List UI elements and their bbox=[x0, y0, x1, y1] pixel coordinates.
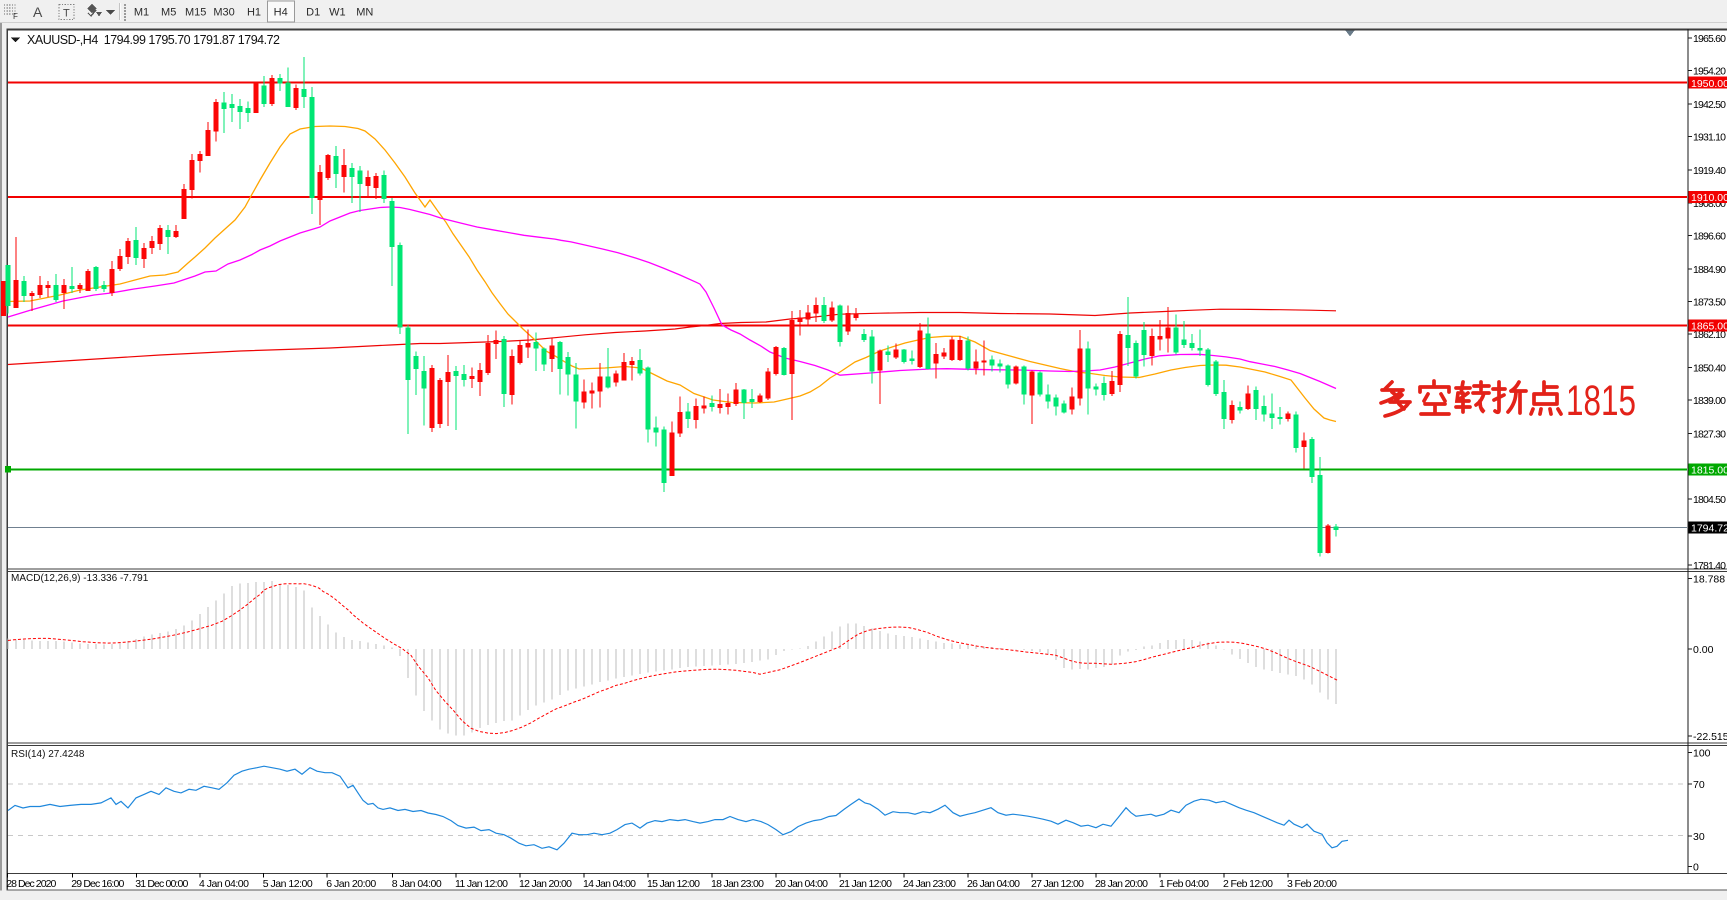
svg-text:4 Jan 04:00: 4 Jan 04:00 bbox=[199, 878, 249, 890]
svg-text:15 Jan 12:00: 15 Jan 12:00 bbox=[647, 878, 700, 890]
svg-text:-22.515: -22.515 bbox=[1693, 731, 1727, 743]
svg-text:M1: M1 bbox=[134, 7, 149, 19]
svg-text:5 Jan 12:00: 5 Jan 12:00 bbox=[263, 878, 313, 890]
svg-text:29 Dec 16:00: 29 Dec 16:00 bbox=[71, 878, 124, 890]
svg-text:3 Feb 20:00: 3 Feb 20:00 bbox=[1287, 878, 1337, 890]
svg-text:28 Jan 20:00: 28 Jan 20:00 bbox=[1095, 878, 1148, 890]
svg-text:18 Jan 23:00: 18 Jan 23:00 bbox=[711, 878, 764, 890]
svg-text:28 Dec 2020: 28 Dec 2020 bbox=[6, 878, 56, 890]
svg-text:M30: M30 bbox=[213, 7, 234, 19]
svg-text:RSI(14) 27.4248: RSI(14) 27.4248 bbox=[11, 749, 85, 760]
svg-text:26 Jan 04:00: 26 Jan 04:00 bbox=[967, 878, 1020, 890]
svg-text:30: 30 bbox=[1693, 831, 1705, 843]
svg-text:1884.90: 1884.90 bbox=[1693, 264, 1726, 276]
svg-text:14 Jan 04:00: 14 Jan 04:00 bbox=[583, 878, 636, 890]
svg-text:1896.60: 1896.60 bbox=[1693, 230, 1726, 242]
svg-text:D1: D1 bbox=[306, 7, 320, 19]
svg-text:11 Jan 12:00: 11 Jan 12:00 bbox=[455, 878, 508, 890]
svg-text:1794.72: 1794.72 bbox=[1691, 523, 1727, 535]
svg-text:1850.40: 1850.40 bbox=[1693, 363, 1726, 375]
svg-text:1910.00: 1910.00 bbox=[1691, 192, 1727, 204]
svg-text:1965.60: 1965.60 bbox=[1693, 33, 1726, 45]
svg-text:100: 100 bbox=[1693, 747, 1711, 759]
svg-text:MACD(12,26,9) -13.336 -7.791: MACD(12,26,9) -13.336 -7.791 bbox=[11, 573, 149, 584]
svg-text:M15: M15 bbox=[185, 7, 206, 19]
svg-text:18.788: 18.788 bbox=[1693, 573, 1725, 585]
svg-text:1931.10: 1931.10 bbox=[1693, 132, 1726, 144]
svg-text:8 Jan 04:00: 8 Jan 04:00 bbox=[392, 878, 442, 890]
svg-text:20 Jan 04:00: 20 Jan 04:00 bbox=[775, 878, 828, 890]
svg-text:1804.50: 1804.50 bbox=[1693, 494, 1726, 506]
svg-text:1873.50: 1873.50 bbox=[1693, 296, 1726, 308]
svg-text:1950.00: 1950.00 bbox=[1691, 78, 1727, 90]
svg-text:70: 70 bbox=[1693, 779, 1705, 791]
svg-text:1827.30: 1827.30 bbox=[1693, 429, 1726, 441]
svg-text:1815.00: 1815.00 bbox=[1691, 465, 1727, 477]
svg-text:F: F bbox=[13, 12, 18, 21]
svg-text:1954.20: 1954.20 bbox=[1693, 66, 1726, 78]
svg-text:MN: MN bbox=[356, 7, 373, 19]
svg-text:1 Feb 04:00: 1 Feb 04:00 bbox=[1159, 878, 1209, 890]
svg-text:2 Feb 12:00: 2 Feb 12:00 bbox=[1223, 878, 1273, 890]
svg-text:1781.40: 1781.40 bbox=[1693, 560, 1726, 572]
svg-text:H4: H4 bbox=[274, 7, 288, 19]
svg-text:A: A bbox=[33, 4, 43, 20]
svg-text:1942.50: 1942.50 bbox=[1693, 99, 1726, 111]
svg-text:0: 0 bbox=[1693, 862, 1699, 874]
svg-text:1919.40: 1919.40 bbox=[1693, 165, 1726, 177]
svg-text:1865.00: 1865.00 bbox=[1691, 321, 1727, 333]
svg-text:XAUUSD-,H4 1794.99 1795.70 17: XAUUSD-,H4 1794.99 1795.70 1791.87 1794.… bbox=[27, 33, 280, 47]
svg-text:31 Dec 00:00: 31 Dec 00:00 bbox=[135, 878, 188, 890]
svg-text:21 Jan 12:00: 21 Jan 12:00 bbox=[839, 878, 892, 890]
svg-text:1839.00: 1839.00 bbox=[1693, 395, 1726, 407]
svg-text:1815: 1815 bbox=[1566, 377, 1636, 425]
svg-text:24 Jan 23:00: 24 Jan 23:00 bbox=[903, 878, 956, 890]
svg-text:W1: W1 bbox=[329, 7, 346, 19]
svg-text:27 Jan 12:00: 27 Jan 12:00 bbox=[1031, 878, 1084, 890]
svg-text:T: T bbox=[63, 8, 70, 20]
svg-text:M5: M5 bbox=[161, 7, 176, 19]
svg-text:H1: H1 bbox=[247, 7, 261, 19]
svg-text:0.00: 0.00 bbox=[1693, 644, 1714, 656]
svg-text:6 Jan 20:00: 6 Jan 20:00 bbox=[326, 878, 376, 890]
svg-text:12 Jan 20:00: 12 Jan 20:00 bbox=[519, 878, 572, 890]
